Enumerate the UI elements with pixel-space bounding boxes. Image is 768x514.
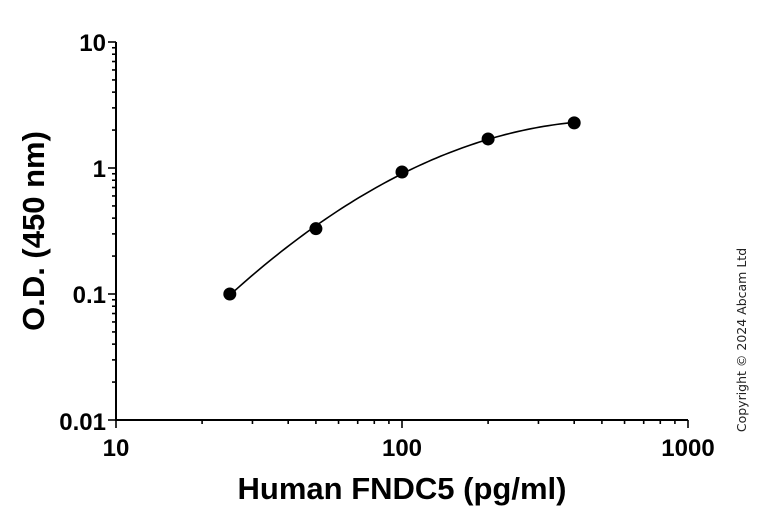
x-axis-title: Human FNDC5 (pg/ml) <box>238 471 567 506</box>
fit-curve-line <box>229 121 575 296</box>
data-point <box>395 165 409 179</box>
data-points <box>223 116 581 301</box>
axes <box>108 41 689 428</box>
fit-curve <box>229 121 575 296</box>
y-tick-0.1: 0.1 <box>73 282 106 309</box>
y-tick-0.01: 0.01 <box>59 409 106 436</box>
data-point <box>309 222 323 236</box>
y-tick-labels: 10 1 0.1 0.01 <box>59 30 106 436</box>
y-axis-title: O.D. (450 nm) <box>16 131 51 331</box>
x-tick-100: 100 <box>382 435 422 462</box>
x-tick-1000: 1000 <box>661 435 714 462</box>
data-point <box>223 287 237 301</box>
copyright-notice: Copyright © 2024 Abcam Ltd <box>734 248 749 432</box>
x-tick-labels: 10 100 1000 <box>103 435 715 462</box>
y-tick-1: 1 <box>93 156 106 183</box>
y-tick-10: 10 <box>79 30 106 57</box>
data-point <box>567 116 581 130</box>
x-tick-10: 10 <box>103 435 130 462</box>
data-point <box>481 132 495 146</box>
